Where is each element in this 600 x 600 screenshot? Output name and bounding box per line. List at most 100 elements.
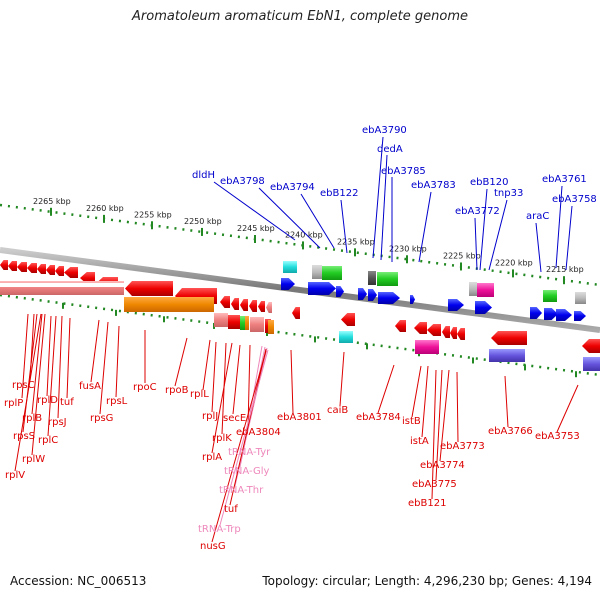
gene-label[interactable]: ebA3784 xyxy=(356,412,401,423)
gene-label[interactable]: ebA3773 xyxy=(440,441,485,452)
gene-glyph[interactable] xyxy=(249,300,257,312)
gene-label[interactable]: rplK xyxy=(212,433,232,444)
gene-glyph[interactable] xyxy=(240,316,245,330)
gene-glyph[interactable] xyxy=(427,324,441,336)
gene-label[interactable]: rplD xyxy=(37,395,58,406)
gene-label[interactable]: rplA xyxy=(202,452,222,463)
gene-glyph[interactable] xyxy=(0,260,8,270)
gene-glyph[interactable] xyxy=(37,264,46,274)
gene-label[interactable]: tnp33 xyxy=(494,188,523,199)
gene-glyph[interactable] xyxy=(268,320,274,334)
gene-glyph[interactable] xyxy=(322,266,342,280)
gene-glyph[interactable] xyxy=(475,301,492,314)
gene-label[interactable]: araC xyxy=(526,211,549,222)
gene-label[interactable]: dedA xyxy=(377,144,403,155)
gene-glyph[interactable] xyxy=(530,307,542,319)
gene-label[interactable]: rplL xyxy=(190,389,209,400)
gene-glyph[interactable] xyxy=(125,281,173,296)
gene-glyph[interactable] xyxy=(377,272,398,286)
gene-label[interactable]: dldH xyxy=(192,170,215,181)
gene-glyph[interactable] xyxy=(231,298,239,310)
gene-label[interactable]: ebA3785 xyxy=(381,166,426,177)
gene-label[interactable]: ebA3790 xyxy=(362,125,407,136)
gene-glyph[interactable] xyxy=(258,301,265,312)
gene-label[interactable]: rpoC xyxy=(133,382,157,393)
gene-glyph[interactable] xyxy=(55,266,64,276)
gene-label[interactable]: ebA3761 xyxy=(542,174,587,185)
gene-label[interactable]: fusA xyxy=(79,381,101,392)
gene-glyph[interactable] xyxy=(283,261,297,273)
gene-glyph[interactable] xyxy=(457,328,465,340)
gene-label[interactable]: rplP xyxy=(4,398,23,409)
gene-label[interactable]: ebA3783 xyxy=(411,180,456,191)
gene-glyph[interactable] xyxy=(575,292,586,304)
gene-glyph[interactable] xyxy=(491,331,527,345)
gene-label[interactable]: rplB xyxy=(22,413,42,424)
gene-label[interactable]: caiB xyxy=(327,405,348,416)
gene-glyph[interactable] xyxy=(414,322,427,334)
gene-glyph[interactable] xyxy=(281,278,295,290)
gene-label[interactable]: rpsJ xyxy=(48,417,67,428)
gene-label[interactable]: ebA3766 xyxy=(488,426,533,437)
gene-glyph[interactable] xyxy=(64,267,78,278)
gene-glyph[interactable] xyxy=(358,288,367,300)
gene-label[interactable]: ebB121 xyxy=(408,498,446,509)
gene-label[interactable]: secE xyxy=(223,413,246,424)
gene-glyph[interactable] xyxy=(308,282,336,295)
gene-label[interactable]: ebB122 xyxy=(320,188,358,199)
gene-glyph[interactable] xyxy=(583,357,600,371)
gene-label[interactable]: ebA3758 xyxy=(552,194,597,205)
gene-glyph[interactable] xyxy=(266,302,272,313)
gene-label[interactable]: tRNA-Thr xyxy=(219,485,264,496)
gene-features[interactable] xyxy=(0,260,600,371)
gene-label[interactable]: nusG xyxy=(200,541,226,552)
gene-label[interactable]: istB xyxy=(402,416,421,427)
gene-label[interactable]: rpsL xyxy=(106,396,128,407)
gene-label[interactable]: ebB120 xyxy=(470,177,508,188)
gene-glyph[interactable] xyxy=(336,286,344,297)
gene-glyph[interactable] xyxy=(250,317,264,332)
gene-label[interactable]: tRNA-Trp xyxy=(198,524,241,535)
gene-glyph[interactable] xyxy=(292,307,300,319)
gene-glyph[interactable] xyxy=(448,299,464,311)
gene-label[interactable]: ebA3794 xyxy=(270,182,315,193)
gene-glyph[interactable] xyxy=(0,283,124,287)
gene-glyph[interactable] xyxy=(27,263,37,273)
gene-label[interactable]: rpoB xyxy=(165,385,189,396)
gene-glyph[interactable] xyxy=(489,349,525,362)
gene-glyph[interactable] xyxy=(442,326,450,338)
gene-glyph[interactable] xyxy=(124,297,214,312)
gene-label[interactable]: ebA3753 xyxy=(535,431,580,442)
gene-glyph[interactable] xyxy=(415,340,439,354)
gene-label[interactable]: tRNA-Gly xyxy=(224,466,269,477)
gene-label[interactable]: rplC xyxy=(38,435,58,446)
gene-glyph[interactable] xyxy=(368,271,376,285)
gene-glyph[interactable] xyxy=(341,313,355,326)
gene-label[interactable]: tuf xyxy=(224,504,238,515)
gene-glyph[interactable] xyxy=(544,308,558,320)
gene-glyph[interactable] xyxy=(368,289,377,301)
gene-glyph[interactable] xyxy=(556,309,572,321)
gene-glyph[interactable] xyxy=(228,315,240,329)
gene-glyph[interactable] xyxy=(214,313,228,327)
gene-label[interactable]: tRNA-Tyr xyxy=(228,447,271,458)
gene-glyph[interactable] xyxy=(477,283,494,297)
gene-glyph[interactable] xyxy=(582,339,600,353)
gene-label[interactable]: ebA3804 xyxy=(236,427,281,438)
gene-glyph[interactable] xyxy=(245,316,249,330)
gene-glyph[interactable] xyxy=(220,296,230,308)
gene-glyph[interactable] xyxy=(410,295,415,304)
gene-label[interactable]: ebA3798 xyxy=(220,176,265,187)
gene-label[interactable]: tuf xyxy=(60,397,74,408)
gene-glyph[interactable] xyxy=(574,311,586,321)
gene-label[interactable]: istA xyxy=(410,436,429,447)
gene-glyph[interactable] xyxy=(312,265,322,279)
gene-label[interactable]: ebA3772 xyxy=(455,206,500,217)
gene-label[interactable]: rplV xyxy=(5,470,25,481)
gene-label[interactable]: rpsC xyxy=(12,380,35,391)
gene-label[interactable]: rpsS xyxy=(13,431,35,442)
gene-label[interactable]: rplJ xyxy=(202,411,218,422)
gene-label[interactable]: ebA3775 xyxy=(412,479,457,490)
gene-glyph[interactable] xyxy=(450,327,457,339)
gene-glyph[interactable] xyxy=(240,299,248,311)
